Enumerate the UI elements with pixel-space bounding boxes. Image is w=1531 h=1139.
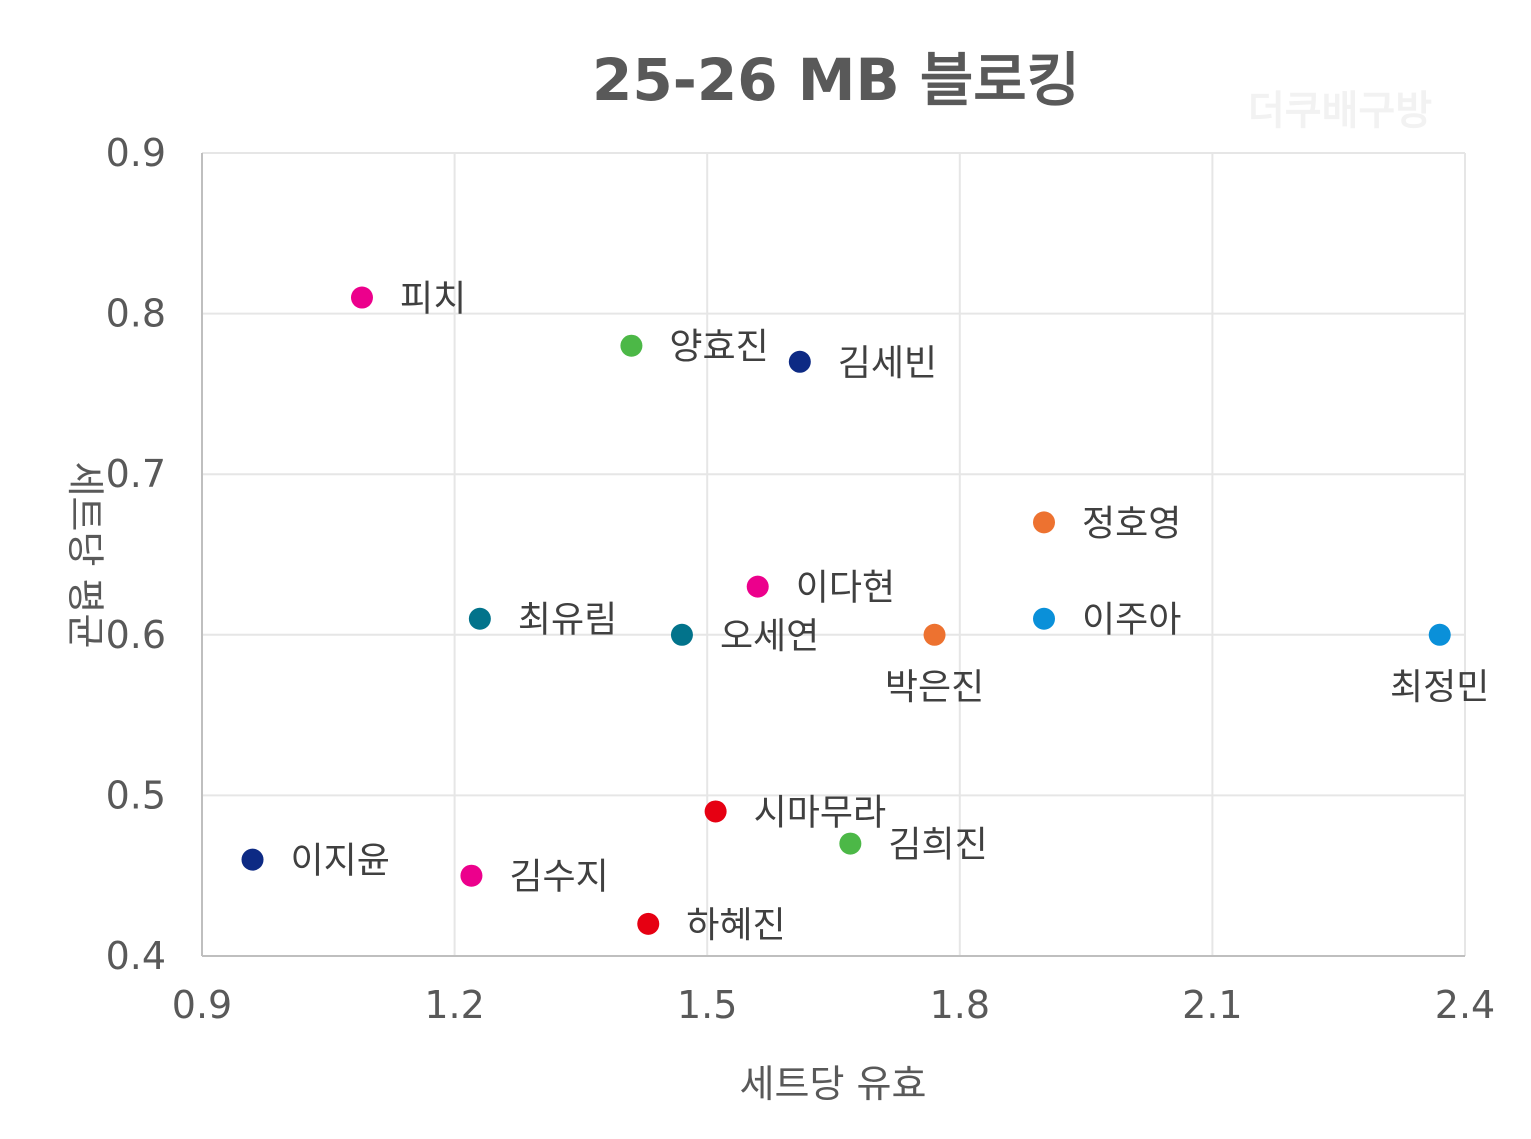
point-label: 하혜진 xyxy=(686,905,785,946)
y-axis-label: 세트당 평균 xyxy=(63,462,107,649)
point-label: 김희진 xyxy=(888,825,987,866)
point-label: 이지윤 xyxy=(291,841,390,882)
scatter-point xyxy=(637,912,660,935)
gridlines xyxy=(202,152,1466,956)
point-label: 최정민 xyxy=(1390,667,1489,708)
point-label: 시마무라 xyxy=(754,792,886,833)
x-tick-label: 1.5 xyxy=(677,983,737,1027)
point-label: 정호영 xyxy=(1082,503,1181,544)
x-tick-label: 1.8 xyxy=(930,983,990,1027)
point-label: 오세연 xyxy=(720,616,819,657)
point-label: 최유림 xyxy=(518,600,617,641)
x-tick-label: 2.4 xyxy=(1435,983,1495,1027)
point-label: 김세빈 xyxy=(838,343,937,384)
y-tick-label: 0.7 xyxy=(106,452,166,496)
scatter-point xyxy=(839,832,862,855)
scatter-point xyxy=(1428,623,1451,646)
scatter-point xyxy=(350,286,373,309)
point-label: 김수지 xyxy=(509,857,608,898)
chart-title: 25-26 MB 블로킹 xyxy=(592,46,1080,114)
data-points xyxy=(241,286,1451,935)
y-tick-label: 0.5 xyxy=(106,773,166,817)
y-tick-label: 0.8 xyxy=(106,292,166,336)
scatter-point xyxy=(460,864,483,887)
scatter-point xyxy=(923,623,946,646)
x-tick-label: 1.2 xyxy=(424,983,484,1027)
point-label: 박은진 xyxy=(885,667,984,708)
watermark-text: 더쿠배구방 xyxy=(1248,88,1432,134)
point-label: 이주아 xyxy=(1082,600,1181,641)
scatter-point xyxy=(670,623,693,646)
y-tick-labels: 0.9 0.8 0.7 0.6 0.5 0.4 xyxy=(106,131,166,978)
y-tick-label: 0.9 xyxy=(106,131,166,175)
scatter-point xyxy=(241,848,264,871)
scatter-point xyxy=(704,800,727,823)
scatter-point xyxy=(1033,607,1055,630)
y-tick-label: 0.4 xyxy=(106,934,166,978)
x-tick-label: 2.1 xyxy=(1182,983,1242,1027)
x-axis-label: 세트당 유효 xyxy=(740,1062,927,1106)
point-label: 양효진 xyxy=(669,327,768,368)
x-tick-labels: 0.9 1.2 1.5 1.8 2.1 2.4 xyxy=(172,983,1495,1027)
y-tick-label: 0.6 xyxy=(106,613,166,657)
scatter-point xyxy=(468,607,491,630)
scatter-point xyxy=(620,334,643,357)
x-tick-label: 0.9 xyxy=(172,983,232,1027)
point-label: 피치 xyxy=(400,279,466,320)
point-label: 이다현 xyxy=(796,568,895,609)
scatter-point xyxy=(788,350,811,373)
axes xyxy=(201,153,1465,957)
scatter-point xyxy=(746,575,769,598)
scatter-point xyxy=(1033,511,1055,534)
